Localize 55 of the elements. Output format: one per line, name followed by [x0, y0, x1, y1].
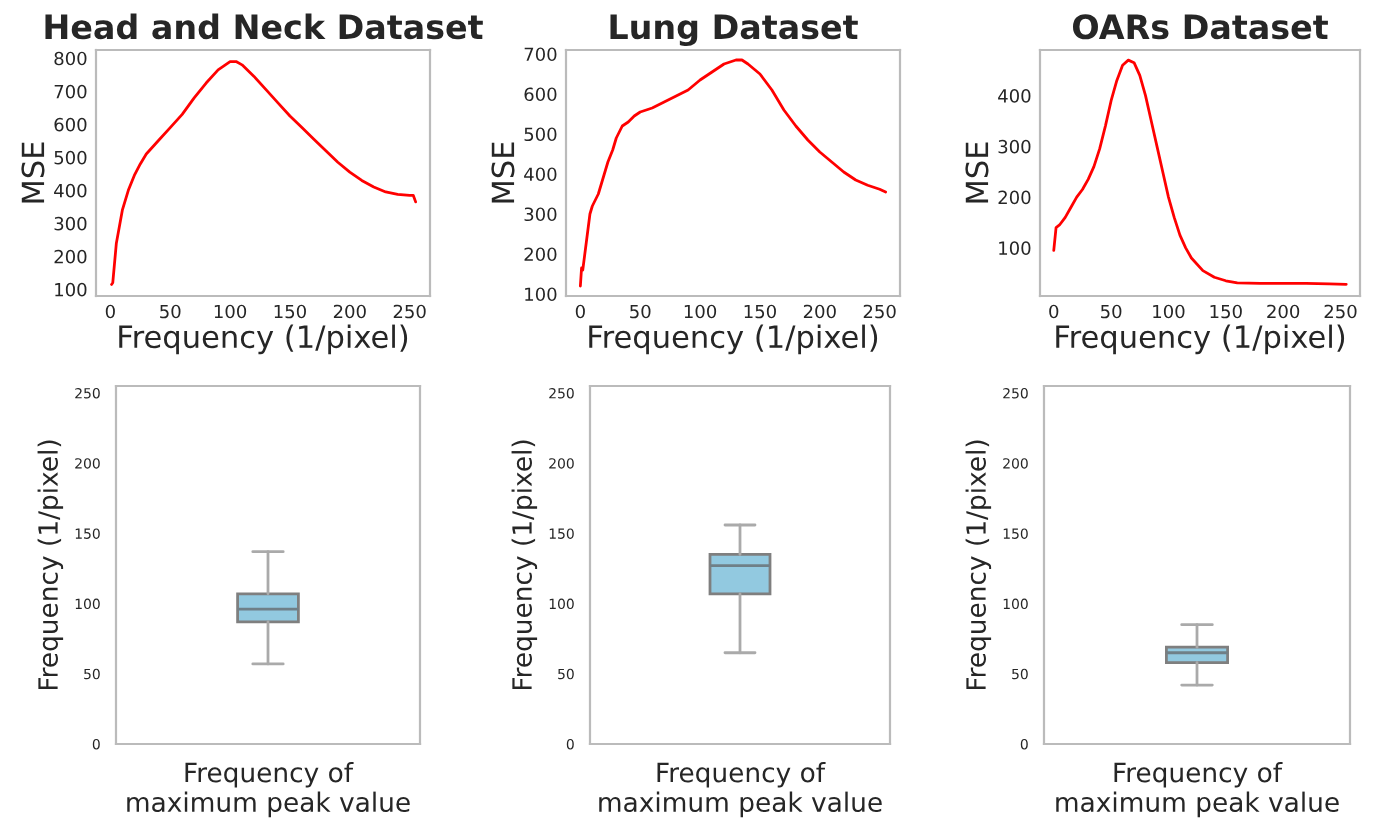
x-axis-title: Frequency (1/pixel) [1056, 324, 1345, 355]
y-tick-label: 300 [524, 207, 557, 222]
x-tick-label: 50 [630, 304, 651, 319]
y-axis-title: Frequency (1/pixel) [37, 440, 64, 690]
x-axis-title: Frequency of maximum peak value [599, 762, 882, 818]
x-tick-label: 250 [863, 304, 896, 319]
y-axis-title: Frequency (1/pixel) [511, 440, 538, 690]
x-tick-label: 200 [1267, 304, 1300, 319]
y-tick-label: 100 [999, 241, 1031, 255]
x-tick-label: 150 [744, 304, 776, 319]
y-tick-label: 100 [525, 287, 557, 302]
x-tick-label: 0 [575, 304, 585, 319]
x-tick-label: 50 [160, 304, 181, 319]
y-tick-label: 400 [998, 89, 1031, 103]
x-axis-title: Frequency of maximum peak value [1056, 762, 1339, 818]
y-tick-label: 700 [54, 84, 87, 99]
y-axis-title: MSE [491, 142, 515, 203]
y-tick-label: 600 [54, 117, 87, 132]
chart-title: Lung Dataset [610, 14, 858, 47]
x-tick-label: 100 [684, 304, 717, 319]
x-axis-title: Frequency of maximum peak value [127, 762, 410, 818]
x-axis-title: Frequency (1/pixel) [589, 324, 878, 355]
y-tick-label: 200 [998, 190, 1031, 205]
y-tick-label: 600 [524, 87, 557, 102]
x-tick-label: 0 [1049, 304, 1059, 319]
y-tick-label: 400 [524, 167, 557, 182]
x-tick-label: 200 [803, 304, 836, 319]
y-tick-label: 500 [524, 127, 557, 142]
y-axis-title: MSE [21, 142, 45, 203]
y-axis-title: Frequency (1/pixel) [965, 440, 992, 690]
x-tick-label: 100 [1153, 304, 1185, 319]
x-tick-label: 100 [214, 304, 247, 319]
x-tick-label: 150 [1210, 304, 1242, 319]
y-tick-label: 200 [54, 249, 87, 264]
line-series [578, 58, 888, 288]
y-tick-label: 200 [524, 247, 557, 262]
x-tick-label: 250 [1324, 304, 1357, 319]
line-series [1052, 58, 1348, 286]
y-tick-label: 800 [54, 51, 87, 66]
chart-title: Head and Neck Dataset [45, 13, 483, 40]
x-tick-label: 0 [105, 304, 115, 319]
line-series [110, 60, 418, 286]
y-tick-label: 700 [524, 47, 557, 62]
chart-title: OARs Dataset [1072, 14, 1328, 40]
x-tick-label: 200 [333, 304, 366, 319]
x-tick-label: 50 [1101, 304, 1122, 319]
x-axis-title: Frequency (1/pixel) [119, 324, 408, 355]
y-tick-label: 100 [55, 282, 87, 297]
y-tick-label: 300 [998, 139, 1031, 154]
y-tick-label: 400 [54, 183, 87, 198]
y-tick-label: 300 [54, 216, 87, 231]
y-axis-title: MSE [965, 142, 989, 203]
y-tick-label: 500 [54, 150, 87, 165]
x-tick-label: 250 [393, 304, 426, 319]
x-tick-label: 150 [274, 304, 306, 319]
